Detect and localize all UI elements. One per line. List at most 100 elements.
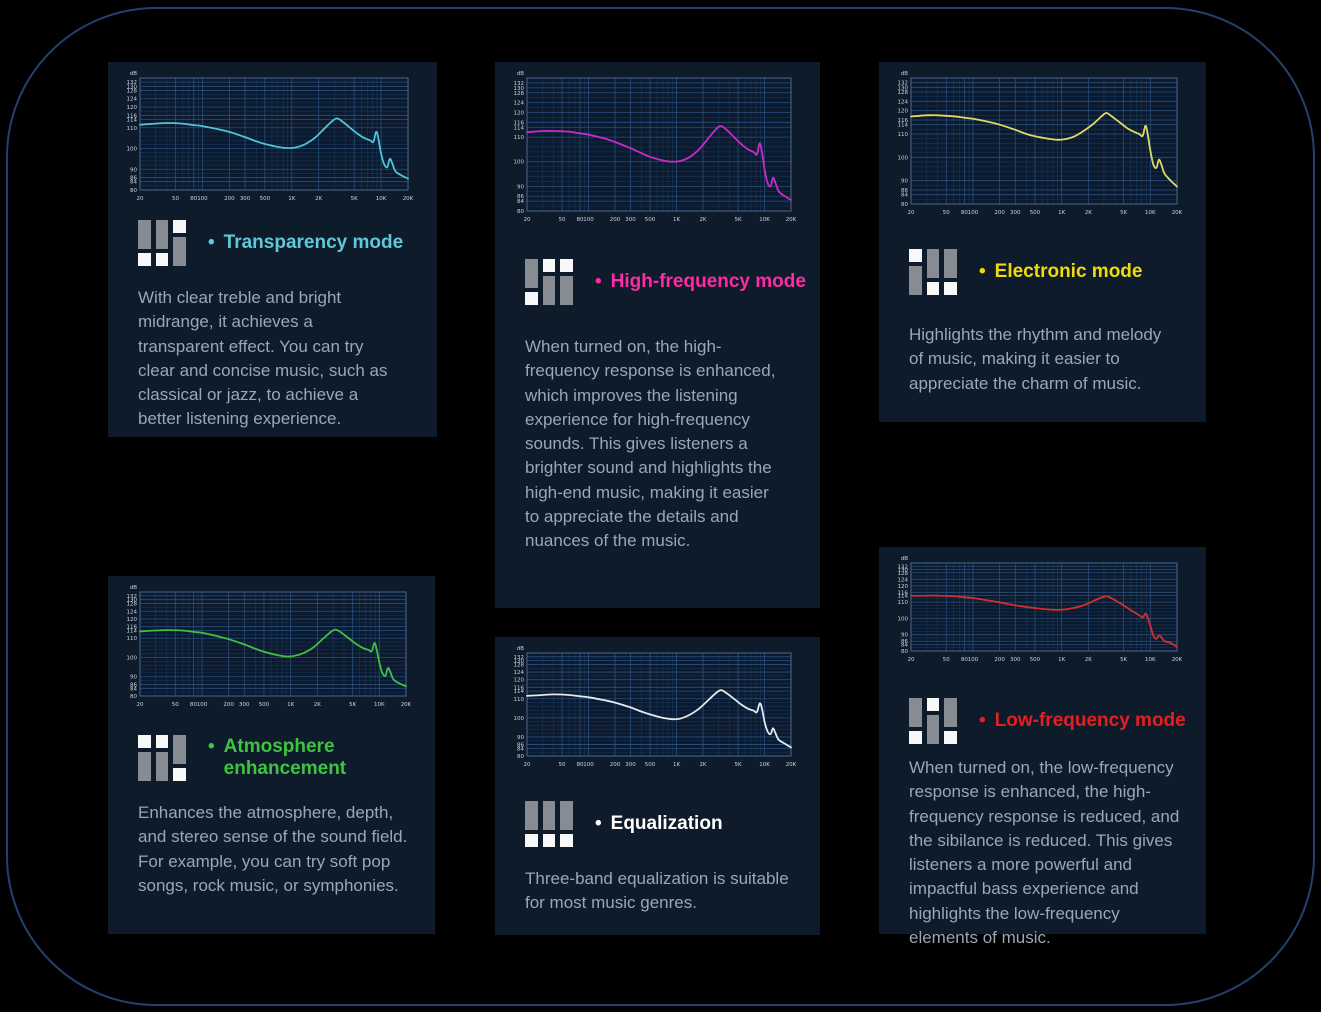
svg-text:20: 20 xyxy=(137,196,144,202)
svg-text:20K: 20K xyxy=(403,196,413,202)
svg-text:116: 116 xyxy=(898,590,909,596)
svg-text:130: 130 xyxy=(127,598,138,604)
bullet-dot: • xyxy=(595,271,602,293)
mode-title-line: • High-frequency mode xyxy=(595,271,806,293)
svg-text:10K: 10K xyxy=(1145,657,1156,663)
svg-text:500: 500 xyxy=(645,762,656,768)
svg-text:5K: 5K xyxy=(734,217,741,223)
svg-text:90: 90 xyxy=(901,179,908,185)
svg-text:86: 86 xyxy=(130,682,137,688)
svg-text:128: 128 xyxy=(514,91,525,97)
svg-text:20K: 20K xyxy=(1172,657,1182,663)
mode-title-line: • Transparency mode xyxy=(208,232,403,254)
bullet-dot: • xyxy=(208,232,215,254)
equalizer-icon xyxy=(909,249,958,295)
svg-text:500: 500 xyxy=(645,217,656,223)
svg-text:84: 84 xyxy=(517,199,524,205)
svg-text:200: 200 xyxy=(610,217,621,223)
svg-text:300: 300 xyxy=(1010,210,1021,216)
svg-text:132: 132 xyxy=(898,81,909,87)
svg-text:100: 100 xyxy=(898,155,909,161)
card-transparency-mode: dB 132 130 128 124 120 116 114 110 100 90 86 84 80 20 5… xyxy=(108,62,437,437)
mode-description: With clear treble and bright midrange, i… xyxy=(138,288,388,429)
title-row: • Atmosphere enhancement xyxy=(108,735,435,781)
svg-text:50: 50 xyxy=(172,196,179,202)
svg-text:114: 114 xyxy=(514,689,525,695)
svg-text:120: 120 xyxy=(127,105,138,111)
frequency-response-chart: dB 132 130 128 124 120 116 114 110 100 90 86 84 80 20 5… xyxy=(887,68,1183,216)
svg-text:90: 90 xyxy=(517,184,524,190)
mode-description: When turned on, the high-frequency respo… xyxy=(525,337,776,551)
svg-text:dB: dB xyxy=(130,585,137,591)
svg-text:100: 100 xyxy=(583,217,594,223)
svg-text:80: 80 xyxy=(517,209,524,215)
svg-text:132: 132 xyxy=(127,80,138,86)
title-row: • Equalization xyxy=(495,801,820,847)
mode-description: Enhances the atmosphere, depth, and ster… xyxy=(138,803,408,895)
card-electronic-mode: dB 132 130 128 124 120 116 114 110 100 90 86 84 80 20 5… xyxy=(879,62,1206,422)
svg-text:5K: 5K xyxy=(734,762,741,768)
svg-text:20: 20 xyxy=(908,657,915,663)
svg-text:86: 86 xyxy=(517,743,524,749)
title-row: • Electronic mode xyxy=(879,249,1206,295)
frequency-response-chart: dB 132 130 128 124 120 116 114 110 100 90 86 84 80 20 5… xyxy=(116,68,414,202)
svg-text:114: 114 xyxy=(127,629,138,635)
svg-text:10K: 10K xyxy=(1145,210,1156,216)
svg-text:120: 120 xyxy=(514,678,525,684)
title-row: • High-frequency mode xyxy=(495,259,820,305)
mode-title-line: • Low-frequency mode xyxy=(979,710,1186,732)
svg-text:110: 110 xyxy=(514,697,525,703)
svg-text:130: 130 xyxy=(514,659,525,665)
svg-text:500: 500 xyxy=(1030,657,1041,663)
svg-text:90: 90 xyxy=(130,675,137,681)
mode-description: Three-band equalization is suitable for … xyxy=(525,869,789,913)
title-row: • Transparency mode xyxy=(108,220,437,266)
svg-text:500: 500 xyxy=(259,702,270,708)
svg-text:100: 100 xyxy=(127,147,138,153)
svg-text:114: 114 xyxy=(898,123,909,129)
svg-text:124: 124 xyxy=(514,101,525,107)
svg-text:80: 80 xyxy=(961,210,968,216)
mode-title: Transparency mode xyxy=(223,232,404,254)
svg-text:1K: 1K xyxy=(288,196,295,202)
svg-text:2K: 2K xyxy=(1085,210,1092,216)
svg-text:20: 20 xyxy=(137,702,144,708)
svg-text:50: 50 xyxy=(559,217,566,223)
svg-text:124: 124 xyxy=(127,609,138,615)
svg-text:20: 20 xyxy=(524,217,531,223)
svg-text:114: 114 xyxy=(127,117,138,123)
mode-title-line: • Electronic mode xyxy=(979,261,1142,283)
equalizer-icon xyxy=(138,735,187,781)
bullet-dot: • xyxy=(208,736,215,758)
svg-text:128: 128 xyxy=(898,571,909,577)
svg-text:130: 130 xyxy=(898,568,909,574)
svg-text:20K: 20K xyxy=(401,702,411,708)
svg-text:80: 80 xyxy=(901,202,908,208)
svg-text:110: 110 xyxy=(514,135,525,141)
svg-text:100: 100 xyxy=(514,160,525,166)
svg-text:80: 80 xyxy=(576,217,583,223)
svg-text:80: 80 xyxy=(130,188,137,194)
mode-title: Low-frequency mode xyxy=(994,710,1186,732)
svg-text:1K: 1K xyxy=(1058,657,1065,663)
svg-text:130: 130 xyxy=(514,86,525,92)
bullet-dot: • xyxy=(979,261,986,283)
svg-text:10K: 10K xyxy=(759,762,770,768)
svg-text:20K: 20K xyxy=(786,217,796,223)
svg-text:124: 124 xyxy=(514,670,525,676)
svg-text:128: 128 xyxy=(127,88,138,94)
equalizer-icon xyxy=(909,698,958,744)
svg-text:5K: 5K xyxy=(1120,657,1127,663)
svg-text:50: 50 xyxy=(559,762,566,768)
svg-text:100: 100 xyxy=(197,702,208,708)
svg-text:130: 130 xyxy=(898,85,909,91)
svg-text:100: 100 xyxy=(514,716,525,722)
svg-text:114: 114 xyxy=(514,125,525,131)
svg-text:500: 500 xyxy=(1030,210,1041,216)
svg-text:110: 110 xyxy=(898,132,909,138)
svg-text:120: 120 xyxy=(514,110,525,116)
svg-text:2K: 2K xyxy=(315,196,322,202)
svg-text:10K: 10K xyxy=(374,702,385,708)
equalizer-icon xyxy=(525,259,574,305)
svg-text:50: 50 xyxy=(943,210,950,216)
